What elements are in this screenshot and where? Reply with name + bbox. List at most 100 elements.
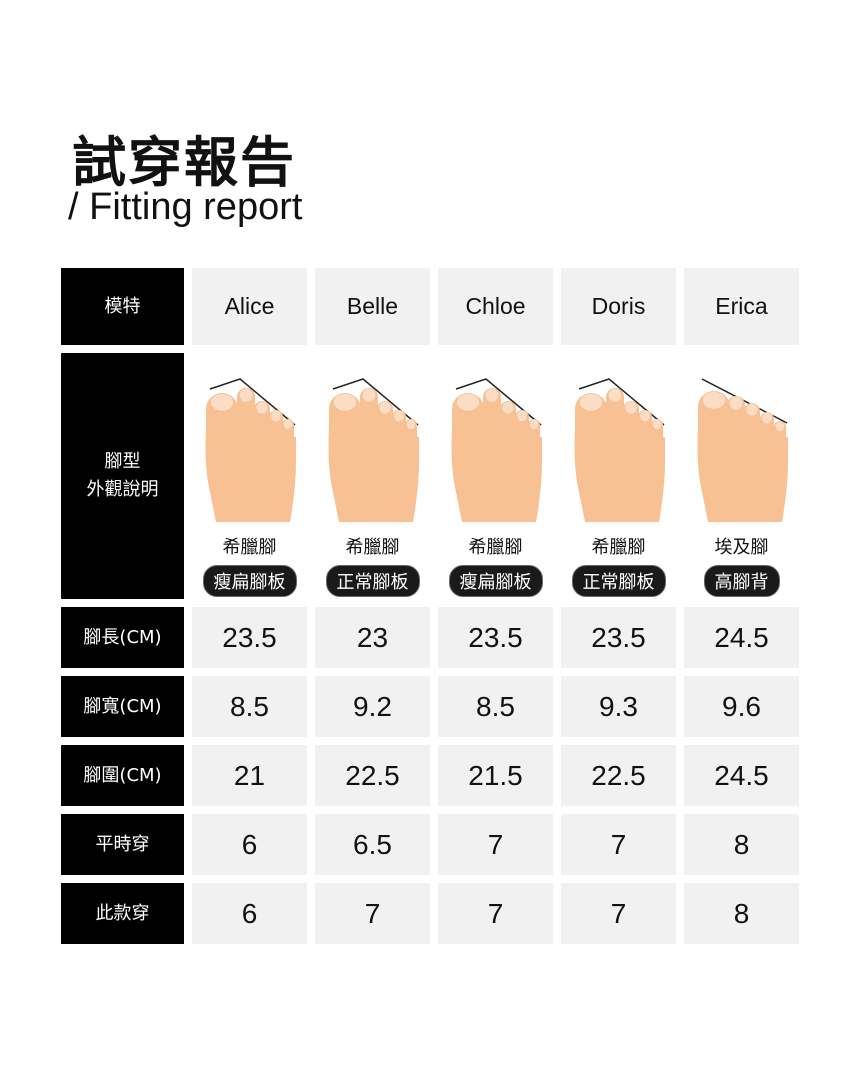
toe xyxy=(743,403,760,452)
toenail xyxy=(485,388,498,402)
foot-shape-cell: 希臘腳 瘦扁腳板 xyxy=(438,353,553,599)
width-value: 9.6 xyxy=(684,676,799,737)
usual-value: 6 xyxy=(192,814,307,875)
toenail xyxy=(283,419,292,430)
girth-value: 22.5 xyxy=(561,745,676,806)
length-value: 24.5 xyxy=(684,607,799,668)
fitting-table: 模特 Alice Belle Chloe Doris Erica 腳型 外觀說明 希臘腳 瘦扁腳… xyxy=(61,268,799,944)
toenail xyxy=(579,393,602,411)
toe xyxy=(759,412,774,453)
model-name: Doris xyxy=(561,268,676,345)
toenail xyxy=(745,403,758,416)
toenail xyxy=(501,401,514,414)
length-value: 23.5 xyxy=(438,607,553,668)
toenail xyxy=(652,419,661,430)
model-name: Belle xyxy=(315,268,430,345)
label-model: 模特 xyxy=(61,268,184,345)
toe xyxy=(726,396,745,451)
label-width: 腳寬(CM) xyxy=(61,676,184,737)
this-value: 8 xyxy=(684,883,799,944)
foot-type: 埃及腳 xyxy=(714,537,769,558)
this-value: 7 xyxy=(315,883,430,944)
toenail xyxy=(702,391,725,409)
toenail xyxy=(456,393,479,411)
foot-shape-badge: 高腳背 xyxy=(703,565,780,597)
toenail xyxy=(775,421,784,432)
label-foot-shape: 腳型 外觀說明 xyxy=(61,353,184,599)
label-length: 腳長(CM) xyxy=(61,607,184,668)
toe xyxy=(499,401,516,452)
foot-shape-badge: 正常腳板 xyxy=(325,565,420,597)
toe xyxy=(605,388,624,451)
girth-value: 21.5 xyxy=(438,745,553,806)
toenail xyxy=(333,393,356,411)
toe xyxy=(404,419,417,454)
length-value: 23 xyxy=(315,607,430,668)
toenail xyxy=(255,401,268,414)
toenail xyxy=(761,412,772,424)
toe xyxy=(281,419,294,454)
toe xyxy=(268,410,283,453)
page-subtitle: / Fitting report xyxy=(68,186,303,228)
toe xyxy=(482,388,501,451)
foot-shape-cell: 希臘腳 瘦扁腳板 xyxy=(192,353,307,599)
usual-value: 7 xyxy=(561,814,676,875)
foot-shape-badge: 瘦扁腳板 xyxy=(448,565,543,597)
toe xyxy=(236,388,255,451)
foot-illustration xyxy=(574,378,665,522)
toe xyxy=(622,401,639,452)
toenail xyxy=(239,388,252,402)
width-value: 9.3 xyxy=(561,676,676,737)
this-value: 6 xyxy=(192,883,307,944)
toenail xyxy=(378,401,391,414)
toe xyxy=(637,410,652,453)
girth-value: 22.5 xyxy=(315,745,430,806)
toe xyxy=(650,419,663,454)
girth-value: 24.5 xyxy=(684,745,799,806)
toe xyxy=(253,401,270,452)
label-usual: 平時穿 xyxy=(61,814,184,875)
model-name: Chloe xyxy=(438,268,553,345)
toenail xyxy=(624,401,637,414)
label-girth: 腳圍(CM) xyxy=(61,745,184,806)
toenail xyxy=(406,419,415,430)
foot-type: 希臘腳 xyxy=(345,537,400,558)
width-value: 8.5 xyxy=(438,676,553,737)
length-value: 23.5 xyxy=(192,607,307,668)
toenail xyxy=(729,396,742,410)
foot-illustration xyxy=(205,378,296,522)
usual-value: 7 xyxy=(438,814,553,875)
toenail xyxy=(393,410,404,422)
girth-value: 21 xyxy=(192,745,307,806)
width-value: 9.2 xyxy=(315,676,430,737)
toe xyxy=(514,410,529,453)
toe xyxy=(391,410,406,453)
label-this: 此款穿 xyxy=(61,883,184,944)
toenail xyxy=(608,388,621,402)
toenail xyxy=(516,410,527,422)
foot-illustration xyxy=(451,378,542,522)
toenail xyxy=(210,393,233,411)
foot-shape-cell: 希臘腳 正常腳板 xyxy=(561,353,676,599)
width-value: 8.5 xyxy=(192,676,307,737)
toe xyxy=(527,419,540,454)
foot-type: 希臘腳 xyxy=(222,537,277,558)
toe xyxy=(376,401,393,452)
foot-shape-badge: 正常腳板 xyxy=(571,565,666,597)
foot-shape-cell: 希臘腳 正常腳板 xyxy=(315,353,430,599)
this-value: 7 xyxy=(438,883,553,944)
this-value: 7 xyxy=(561,883,676,944)
page-title: 試穿報告 xyxy=(72,131,296,194)
toenail xyxy=(529,419,538,430)
toenail xyxy=(639,410,650,422)
foot-type: 希臘腳 xyxy=(468,537,523,558)
toenail xyxy=(270,410,281,422)
toe xyxy=(359,388,378,451)
usual-value: 8 xyxy=(684,814,799,875)
foot-type: 希臘腳 xyxy=(591,537,646,558)
usual-value: 6.5 xyxy=(315,814,430,875)
foot-illustration xyxy=(697,378,788,522)
model-name: Erica xyxy=(684,268,799,345)
foot-shape-cell: 埃及腳 高腳背 xyxy=(684,353,799,599)
foot-illustration xyxy=(328,378,419,522)
